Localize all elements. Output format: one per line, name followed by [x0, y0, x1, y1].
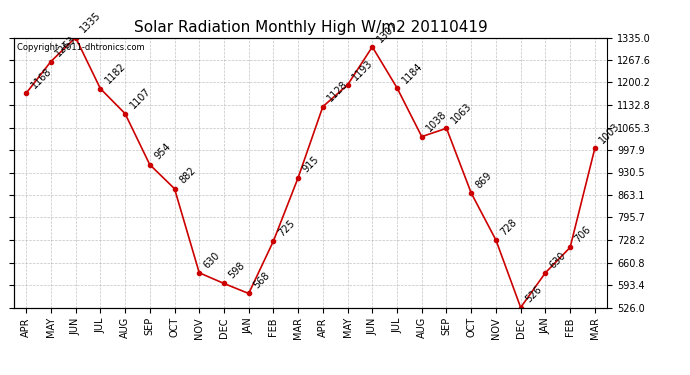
Text: 706: 706	[573, 225, 593, 245]
Text: 1107: 1107	[128, 86, 152, 111]
Text: 1168: 1168	[29, 66, 53, 90]
Text: 1063: 1063	[449, 101, 473, 126]
Text: 869: 869	[474, 170, 494, 190]
Text: 1038: 1038	[424, 110, 449, 134]
Text: 728: 728	[499, 217, 519, 237]
Text: 1335: 1335	[79, 10, 103, 35]
Text: 598: 598	[227, 261, 247, 281]
Text: 1193: 1193	[351, 58, 375, 82]
Text: 630: 630	[202, 250, 222, 270]
Title: Solar Radiation Monthly High W/m2 20110419: Solar Radiation Monthly High W/m2 201104…	[134, 20, 487, 35]
Text: 915: 915	[301, 155, 321, 175]
Text: 725: 725	[276, 218, 297, 238]
Text: 882: 882	[177, 166, 197, 186]
Text: 1128: 1128	[326, 80, 350, 104]
Text: 1003: 1003	[598, 121, 622, 146]
Text: Copyright 2011-dhtronics.com: Copyright 2011-dhtronics.com	[17, 43, 144, 52]
Text: 1182: 1182	[103, 61, 128, 86]
Text: 526: 526	[524, 285, 544, 305]
Text: 1184: 1184	[400, 61, 424, 85]
Text: 1307: 1307	[375, 20, 400, 44]
Text: 954: 954	[152, 142, 172, 162]
Text: 1263: 1263	[54, 34, 78, 59]
Text: 568: 568	[251, 270, 272, 291]
Text: 630: 630	[548, 250, 569, 270]
